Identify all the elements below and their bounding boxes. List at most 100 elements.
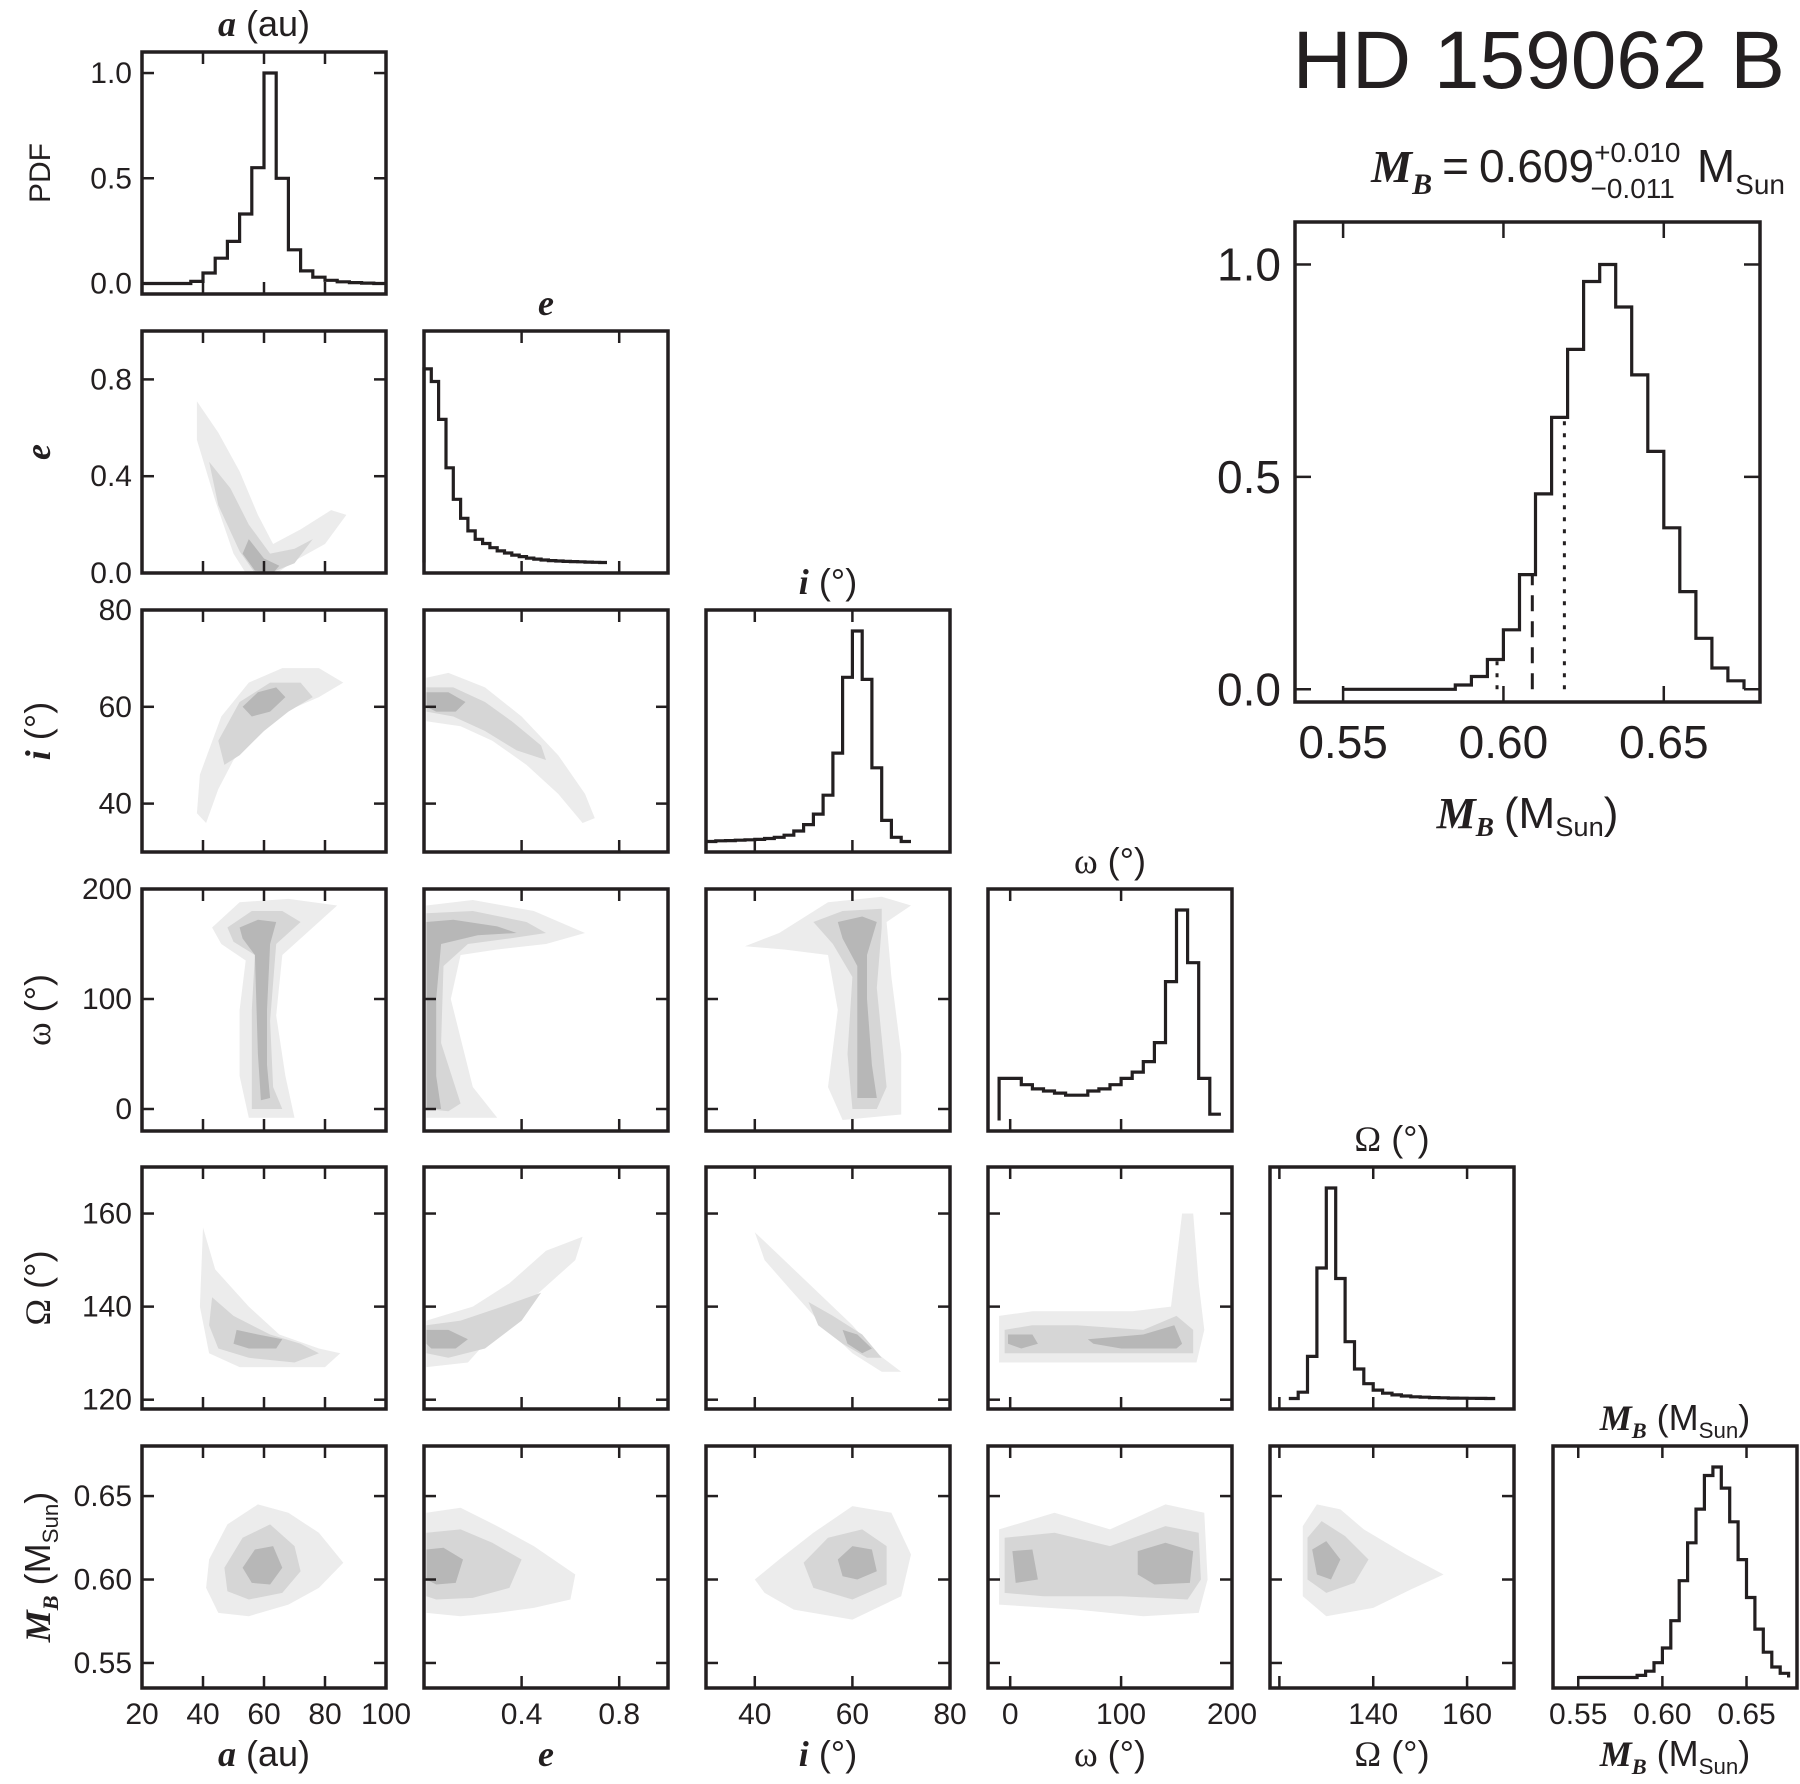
inset-x-label: MB (MSun) <box>1436 789 1619 842</box>
panel-e-Omega <box>422 1165 670 1411</box>
contour-inner <box>239 919 277 1101</box>
panel-e-omega <box>422 887 670 1133</box>
x-tick-label: 80 <box>308 1698 341 1731</box>
contour-panel-e-omega <box>426 900 585 1118</box>
contour-inner <box>242 1546 283 1585</box>
x-tick-label: 20 <box>125 1698 158 1731</box>
panel-frame <box>422 887 670 1133</box>
contour-inner <box>1087 1325 1183 1349</box>
inset-histogram <box>1343 262 1746 691</box>
contour-inner <box>1312 1541 1341 1580</box>
x-tick-label: 40 <box>186 1698 219 1731</box>
x-label-a: a (au) <box>218 1733 310 1774</box>
x-label-a-symbol: a <box>218 1734 236 1774</box>
y-tick-label: 80 <box>99 594 132 627</box>
y-tick-label: 0.0 <box>90 557 132 590</box>
panel-a-omega: 0 100 200 ω (°) <box>17 873 388 1133</box>
mass-symbol: M <box>1370 141 1414 192</box>
contour-panel-a-Omega <box>199 1227 341 1368</box>
panel-a-MB: 20 40 60 80 100 0.55 0.60 0.65 a (au) MB (MSun) <box>17 1444 411 1774</box>
contour-inner <box>426 1329 468 1349</box>
diag-title-i: i (°) <box>799 561 857 602</box>
inset-y-tick-label: 1.0 <box>1217 238 1281 290</box>
contour-panel-Omega-MB <box>1302 1504 1444 1617</box>
x-label-MB: MB (MSun) <box>1599 1733 1751 1779</box>
contour-inner <box>1137 1542 1194 1585</box>
histogram-MB <box>1578 1465 1791 1680</box>
contour-panel-omega-MB <box>999 1504 1208 1617</box>
panel-frame <box>1268 1444 1516 1690</box>
x-tick-label: 0 <box>1002 1698 1019 1731</box>
panel-frame <box>1551 1444 1799 1690</box>
x-tick-label: 0.55 <box>1549 1698 1607 1731</box>
histogram-a <box>142 71 386 286</box>
panel-omega-MB: 0 100 200 ω (°) <box>986 1444 1257 1774</box>
panel-i-Omega <box>704 1165 952 1411</box>
panel-frame <box>422 329 670 575</box>
contour-panel-i-MB <box>754 1506 911 1620</box>
x-label-a-unit: (au) <box>246 1733 310 1774</box>
panel-frame <box>1268 1165 1516 1411</box>
x-label-i: i (°) <box>799 1733 857 1774</box>
inset-frame <box>1293 220 1762 704</box>
contour-panel-e-i <box>426 672 595 823</box>
mass-inset-panel: 0.55 0.60 0.65 0.0 0.5 1.0 MB (MSun) <box>1217 220 1762 842</box>
x-label-Omega-unit: (°) <box>1391 1733 1429 1774</box>
panel-i-pdf: i (°) <box>704 561 952 854</box>
y-tick-label: 0.5 <box>90 162 132 195</box>
x-tick-label: 0.4 <box>501 1698 543 1731</box>
contour-inner <box>1012 1549 1038 1583</box>
panel-a-pdf: 0.0 0.5 1.0 a (au) PDF <box>24 3 388 300</box>
panel-frame <box>704 1444 952 1690</box>
x-label-omega-unit: (°) <box>1108 1733 1146 1774</box>
x-label-MB-unit: (M <box>1657 1733 1699 1774</box>
panel-Omega-pdf: Ω (°) <box>1268 1118 1516 1411</box>
y-label-omega-unit: (°) <box>17 974 58 1012</box>
panel-frame <box>704 887 952 1133</box>
contour-inner <box>837 916 877 1098</box>
x-label-e: e <box>538 1734 554 1774</box>
inset-x-tick-label: 0.65 <box>1619 716 1709 768</box>
mass-symbol-sub: B <box>1411 168 1432 201</box>
contour-outer <box>426 900 585 1118</box>
x-label-omega: ω (°) <box>1074 1733 1146 1774</box>
y-label-MB: MB (MSun) <box>17 1492 63 1644</box>
y-label-omega-symbol: ω <box>18 1022 58 1046</box>
x-tick-label: 100 <box>1096 1698 1146 1731</box>
contour-panel-a-i <box>196 668 344 823</box>
panel-i-omega <box>704 887 952 1133</box>
inset-y-tick-label: 0.5 <box>1217 451 1281 503</box>
y-tick-label: 0.55 <box>74 1647 132 1680</box>
x-tick-label: 0.65 <box>1717 1698 1775 1731</box>
y-tick-label: 0.4 <box>90 460 132 493</box>
panel-frame <box>140 1165 388 1411</box>
diag-title-MB-unit-close: ) <box>1738 1397 1750 1438</box>
x-tick-label: 60 <box>247 1698 280 1731</box>
x-tick-label: 140 <box>1348 1698 1398 1731</box>
contour-panel-i-omega <box>745 896 911 1120</box>
panel-i-MB: 40 60 80 i (°) <box>704 1444 967 1774</box>
x-label-e-symbol: e <box>538 1734 554 1774</box>
panel-frame <box>704 1165 952 1411</box>
diag-title-Omega-unit: (°) <box>1391 1118 1429 1159</box>
inset-x-label-unit: (M <box>1504 789 1555 838</box>
diag-title-e-symbol: e <box>538 283 554 323</box>
diag-title-a-unit: (au) <box>246 3 310 44</box>
histogram-Omega <box>1288 1186 1496 1401</box>
panel-frame <box>986 1165 1234 1411</box>
panel-Omega-MB: 140 160 Ω (°) <box>1268 1444 1516 1774</box>
y-tick-label: 100 <box>82 983 132 1016</box>
mass-summary: MB = 0.609+0.010 −0.011 MSun <box>1370 137 1785 204</box>
x-label-Omega-symbol: Ω <box>1354 1734 1381 1774</box>
mass-minus: −0.011 <box>1591 173 1675 204</box>
y-label-Omega-unit: (°) <box>17 1250 58 1288</box>
marginal-histograms <box>142 71 1791 1680</box>
joint-contours <box>196 401 1444 1620</box>
contour-inner <box>242 539 280 573</box>
y-tick-label: 120 <box>82 1384 132 1417</box>
contour-mid <box>209 461 313 573</box>
y-tick-label: 0.65 <box>74 1480 132 1513</box>
contour-panel-a-e <box>196 401 347 573</box>
inset-x-label-unit-sub: Sun <box>1555 811 1604 842</box>
